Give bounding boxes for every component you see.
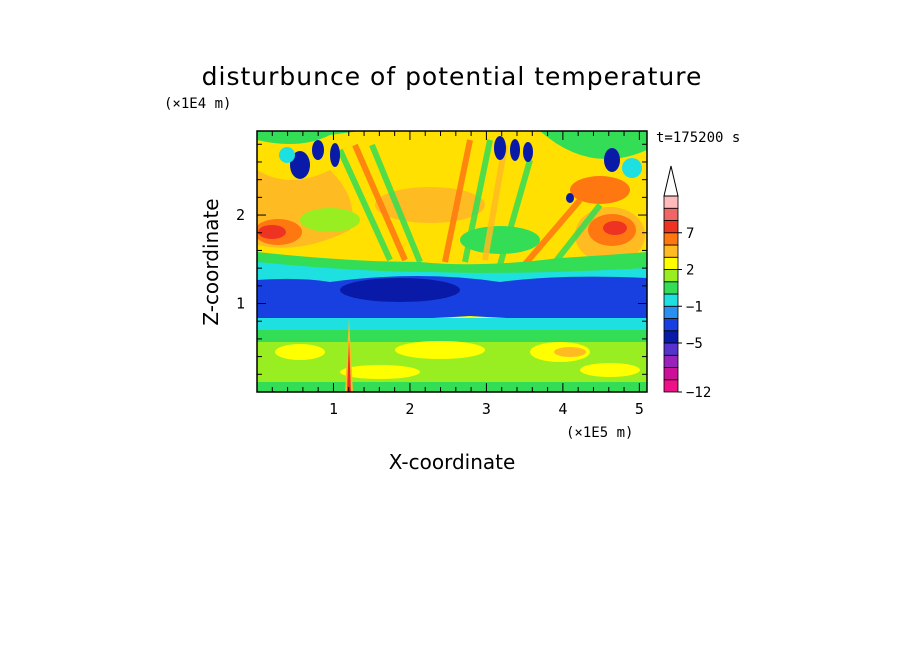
x-axis-title: X-coordinate xyxy=(389,450,516,474)
x-tick-label: 2 xyxy=(405,400,414,418)
colorbar-swatch xyxy=(663,318,679,332)
colorbar-swatch xyxy=(663,232,679,246)
colorbar-swatch xyxy=(663,244,679,258)
colorbar-swatch xyxy=(663,207,679,221)
y-axis: 12 xyxy=(236,143,647,375)
y-axis-title: Z-coordinate xyxy=(199,198,223,325)
colorbar-label: −1 xyxy=(686,299,703,315)
time-label: t=175200 s xyxy=(656,130,740,146)
colorbar-swatch xyxy=(663,256,679,270)
x-tick-label: 3 xyxy=(482,400,491,418)
colorbar-swatch xyxy=(663,342,679,356)
colorbar-swatch xyxy=(663,269,679,283)
x-tick-label: 5 xyxy=(635,400,644,418)
chart-title: disturbunce of potential temperature xyxy=(202,62,703,91)
x-tick-label: 4 xyxy=(558,400,567,418)
colorbar-swatch xyxy=(663,354,679,368)
plot-frame xyxy=(256,130,648,393)
y-tick-label: 1 xyxy=(236,295,245,313)
x-axis: 1 2 3 4 5 xyxy=(271,131,644,418)
colorbar-label: −5 xyxy=(686,336,703,352)
colorbar-swatch xyxy=(663,293,679,307)
colorbar-swatch xyxy=(663,220,679,234)
colorbar-label: −12 xyxy=(686,385,711,401)
colorbar-swatch xyxy=(663,330,679,344)
colorbar-swatch xyxy=(663,367,679,381)
y-tick-label: 2 xyxy=(236,206,245,224)
x-unit-label: (×1E5 m) xyxy=(566,425,633,441)
colorbar-swatch xyxy=(663,305,679,319)
heatmap-field xyxy=(257,131,647,392)
colorbar-extend-arrow xyxy=(663,165,679,197)
colorbar-swatch xyxy=(663,379,679,393)
x-tick-label: 1 xyxy=(329,400,338,418)
colorbar-label: 7 xyxy=(686,226,694,242)
colorbar-swatch xyxy=(663,281,679,295)
y-unit-label: (×1E4 m) xyxy=(164,96,231,112)
colorbar-label: 2 xyxy=(686,263,694,279)
colorbar: 7 2 −1 −5 −12 xyxy=(663,165,711,401)
colorbar-swatch xyxy=(663,195,679,209)
